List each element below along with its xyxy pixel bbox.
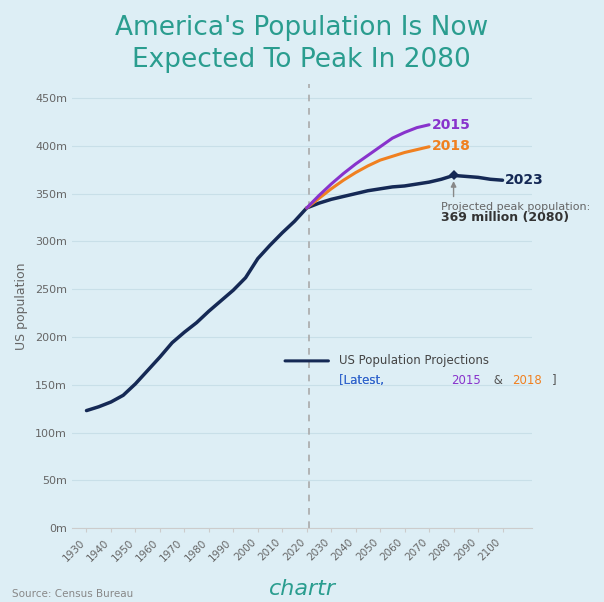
Text: Source: Census Bureau: Source: Census Bureau: [12, 589, 133, 599]
Y-axis label: US population: US population: [15, 262, 28, 350]
Text: 2015: 2015: [451, 373, 481, 386]
Text: 2015: 2015: [431, 118, 471, 132]
Text: 2018: 2018: [512, 373, 542, 386]
Text: [Latest,: [Latest,: [339, 373, 387, 386]
Text: [Latest,: [Latest,: [339, 373, 387, 386]
Text: &: &: [490, 373, 507, 386]
Text: 2023: 2023: [505, 173, 544, 187]
Text: US Population Projections: US Population Projections: [339, 355, 489, 367]
Text: chartr: chartr: [269, 579, 335, 599]
Title: America's Population Is Now
Expected To Peak In 2080: America's Population Is Now Expected To …: [115, 15, 489, 73]
Text: 2018: 2018: [431, 139, 471, 153]
Text: Projected peak population:: Projected peak population:: [442, 202, 591, 212]
Text: 369 million (2080): 369 million (2080): [442, 211, 570, 224]
Text: ]: ]: [551, 373, 556, 386]
